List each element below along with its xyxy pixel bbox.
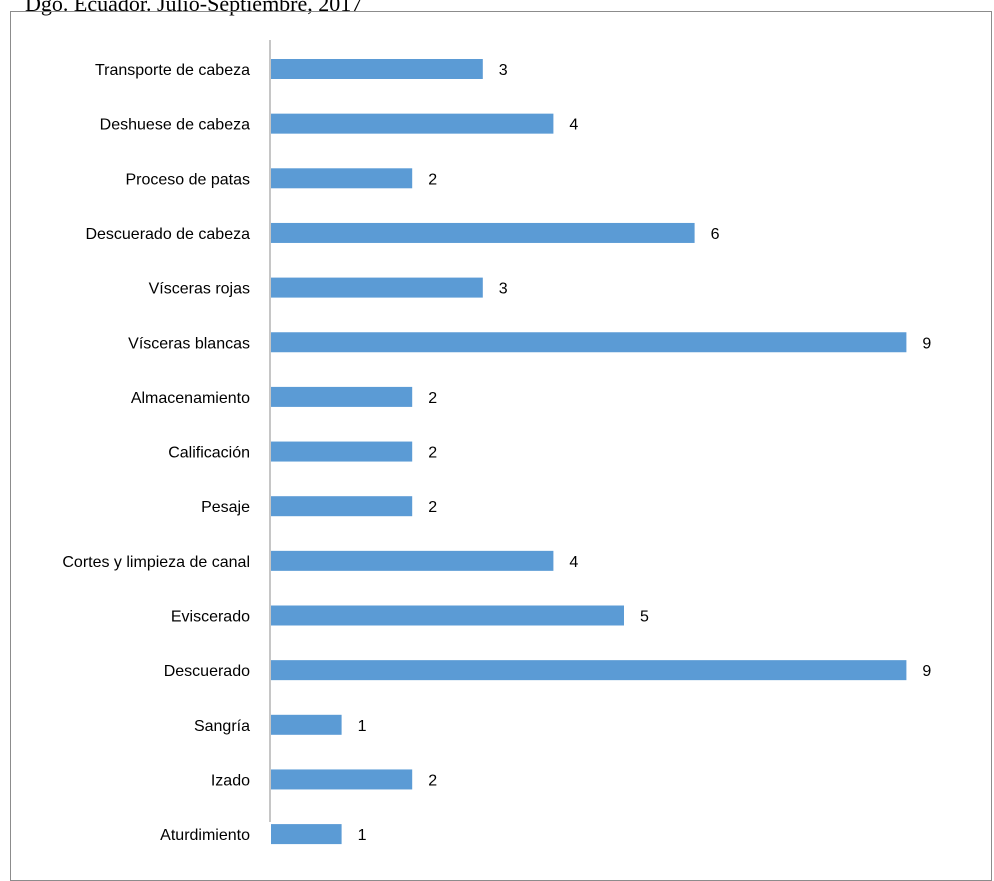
bar-value-label: 2 — [428, 499, 437, 516]
bar — [271, 277, 483, 298]
category-tick-label: Deshuese de cabeza — [100, 117, 250, 134]
category-tick-label: Pesaje — [201, 499, 250, 516]
bar — [271, 222, 695, 243]
category-tick-label: Sangría — [194, 718, 250, 735]
category-tick-label: Proceso de patas — [125, 171, 250, 188]
category-tick-label: Transporte de cabeza — [95, 62, 250, 79]
category-tick-label: Calificación — [168, 445, 250, 462]
category-tick-label: Vísceras rojas — [149, 281, 250, 298]
bar — [271, 550, 554, 571]
bar-value-label: 5 — [640, 609, 649, 626]
bar — [271, 660, 907, 681]
bar-value-label: 2 — [428, 445, 437, 462]
bar-value-label: 3 — [499, 281, 508, 298]
category-tick-label: Descuerado de cabeza — [85, 226, 250, 243]
bar — [271, 824, 342, 845]
bar-value-label: 4 — [569, 554, 578, 571]
bar-value-label: 9 — [922, 335, 931, 352]
category-tick-label: Izado — [211, 772, 250, 789]
bar-value-label: 2 — [428, 772, 437, 789]
bar-value-label: 4 — [569, 117, 578, 134]
bar-value-label: 9 — [922, 663, 931, 680]
category-tick-label: Eviscerado — [171, 609, 250, 626]
bar — [271, 168, 413, 189]
bar — [271, 113, 554, 134]
bar-value-label: 6 — [711, 226, 720, 243]
bar — [271, 496, 413, 517]
bar-value-label: 1 — [358, 718, 367, 735]
bar — [271, 714, 342, 735]
bar-value-label: 2 — [428, 171, 437, 188]
bar — [271, 386, 413, 407]
category-tick-label: Aturdimiento — [160, 827, 250, 844]
category-tick-label: Cortes y limpieza de canal — [62, 554, 250, 571]
category-tick-label: Vísceras blancas — [128, 335, 250, 352]
bar — [271, 605, 624, 626]
bar — [271, 332, 907, 353]
category-tick-label: Descuerado — [164, 663, 250, 680]
bar — [271, 769, 413, 790]
bar — [271, 441, 413, 462]
bar-value-label: 3 — [499, 62, 508, 79]
bar-value-label: 1 — [358, 827, 367, 844]
bar — [271, 59, 483, 79]
category-tick-label: Almacenamiento — [131, 390, 250, 407]
figure-caption: Dgo. Ecuador. Julio-Septiembre, 2017 — [25, 0, 363, 16]
bar-value-label: 2 — [428, 390, 437, 407]
